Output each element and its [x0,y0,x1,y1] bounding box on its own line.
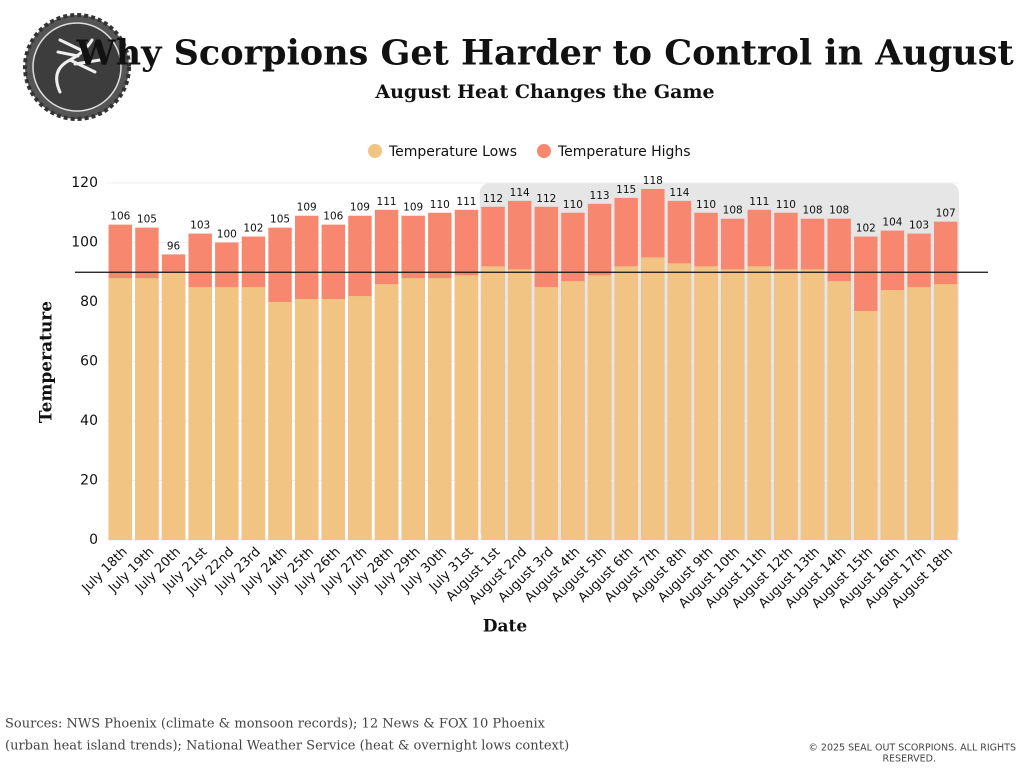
x-axis-title: Date [483,617,528,637]
data-label: 109 [297,202,317,214]
data-label: 111 [377,196,397,208]
data-label: 103 [190,220,210,232]
data-label: 112 [536,193,556,205]
data-label: 114 [510,187,530,199]
data-label: 110 [430,199,450,211]
bar [135,278,159,540]
bar [641,257,665,540]
y-tick-label: 80 [80,294,98,310]
bar [774,269,798,540]
bar [907,287,931,540]
bar [880,290,905,540]
y-tick-label: 40 [80,413,98,429]
y-tick-label: 60 [80,354,98,370]
data-label: 96 [167,240,181,252]
bar [215,287,239,540]
data-label: 113 [590,190,610,202]
data-label: 110 [776,199,796,211]
data-label: 105 [137,214,157,226]
data-label: 106 [323,211,343,223]
chart-subtitle: August Heat Changes the Game [374,81,714,103]
sources: (urban heat island trends); National Wea… [5,739,569,754]
data-label: 108 [723,205,743,217]
copyright: © 2025 SEAL OUT SCORPIONS. ALL RIGHTS [808,743,1016,754]
data-label: 110 [696,199,716,211]
bar [374,284,399,540]
bar [428,278,452,540]
bar [694,266,718,540]
y-tick-label: 20 [80,473,98,489]
bar [321,299,346,540]
data-label: 118 [643,175,663,187]
data-label: 114 [669,187,689,199]
legend-label: Temperature Highs [557,144,691,160]
y-tick-label: 120 [71,175,98,191]
legend-swatch [537,144,551,158]
bar [587,275,612,540]
bar [614,266,638,540]
bar [454,275,479,540]
data-label: 108 [829,205,849,217]
bar [720,269,745,540]
bar [348,296,372,540]
sources: Sources: NWS Phoenix (climate & monsoon … [5,717,546,732]
bar [294,299,319,540]
data-label: 106 [110,211,130,223]
bar [507,269,532,540]
bar [561,281,585,540]
y-tick-label: 0 [89,532,98,548]
bar [854,310,878,540]
y-tick-label: 100 [71,235,98,251]
data-label: 109 [350,202,370,214]
legend-swatch [368,144,382,158]
logo [23,13,131,121]
bar [933,284,958,540]
data-label: 102 [243,223,263,235]
bar [827,281,851,540]
bar [268,302,292,540]
data-label: 105 [270,214,290,226]
data-label: 109 [403,202,423,214]
data-label: 107 [936,208,956,220]
data-label: 111 [456,196,476,208]
data-label: 111 [749,196,769,208]
bar [481,266,505,540]
data-label: 104 [882,217,902,229]
bar [241,287,266,540]
y-axis-title: Temperature [37,301,57,423]
legend-label: Temperature Lows [388,144,517,160]
data-label: 100 [217,229,237,241]
bar [667,263,692,540]
data-label: 110 [563,199,583,211]
data-label: 102 [856,223,876,235]
data-label: 108 [803,205,823,217]
bar [108,278,133,540]
bar [800,269,825,540]
chart-title: Why Scorpions Get Harder to Control in A… [75,33,1013,74]
bar [161,272,186,540]
bar [747,266,772,540]
data-label: 115 [616,184,636,196]
bar [534,287,559,540]
bar [188,287,212,540]
bar [401,278,425,540]
data-label: 112 [483,193,503,205]
copyright: RESERVED. [882,754,936,765]
data-label: 103 [909,220,929,232]
